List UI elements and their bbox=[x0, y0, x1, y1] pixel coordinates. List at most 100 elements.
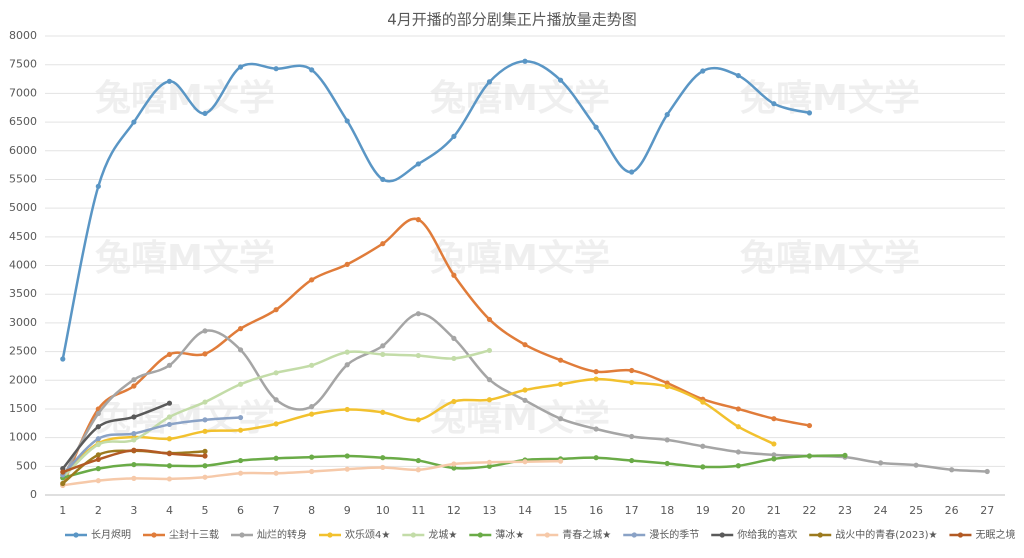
data-point bbox=[202, 448, 208, 454]
data-point bbox=[95, 424, 101, 430]
data-point bbox=[806, 110, 813, 116]
data-point bbox=[131, 119, 137, 125]
data-point bbox=[237, 347, 244, 353]
legend-label: 龙城★ bbox=[428, 528, 457, 541]
data-point bbox=[60, 469, 66, 475]
x-tick-label: 18 bbox=[660, 504, 674, 517]
y-tick-label: 3000 bbox=[9, 316, 37, 329]
data-point bbox=[380, 343, 386, 349]
data-point bbox=[700, 464, 706, 470]
x-tick-label: 5 bbox=[202, 504, 209, 517]
y-tick-label: 2000 bbox=[9, 373, 37, 386]
watermark: 兔嘻M文学 bbox=[95, 77, 275, 119]
data-point bbox=[629, 379, 635, 386]
data-point bbox=[451, 465, 457, 471]
data-point bbox=[95, 466, 101, 472]
legend-label: 青春之城★ bbox=[562, 528, 611, 541]
x-tick-label: 19 bbox=[696, 504, 710, 517]
data-point bbox=[166, 362, 173, 368]
y-tick-label: 4500 bbox=[9, 230, 37, 243]
data-point bbox=[735, 406, 741, 412]
data-point bbox=[344, 349, 350, 355]
data-point bbox=[60, 480, 66, 487]
data-point bbox=[593, 376, 599, 382]
x-tick-label: 21 bbox=[767, 504, 781, 517]
legend-marker bbox=[719, 532, 725, 538]
watermark: 兔嘻M文学 bbox=[95, 237, 275, 279]
y-tick-label: 500 bbox=[16, 459, 37, 472]
data-point bbox=[202, 428, 208, 434]
data-point bbox=[771, 416, 777, 422]
data-point bbox=[451, 335, 457, 341]
data-point bbox=[166, 414, 173, 420]
data-point bbox=[664, 383, 670, 390]
legend-label: 灿烂的转身 bbox=[257, 528, 307, 541]
data-point bbox=[202, 328, 208, 334]
data-point bbox=[415, 311, 421, 317]
data-point bbox=[664, 437, 670, 443]
data-point bbox=[522, 397, 528, 403]
x-tick-label: 12 bbox=[447, 504, 461, 517]
x-tick-label: 22 bbox=[802, 504, 816, 517]
data-point bbox=[949, 467, 955, 473]
series-line bbox=[61, 416, 241, 476]
legend-marker bbox=[327, 532, 333, 538]
data-point bbox=[700, 443, 706, 449]
data-point bbox=[557, 357, 564, 363]
y-tick-label: 6500 bbox=[9, 115, 37, 128]
data-point bbox=[735, 449, 741, 455]
data-point bbox=[557, 381, 564, 387]
y-tick-label: 2500 bbox=[9, 345, 37, 358]
y-tick-label: 0 bbox=[30, 488, 37, 501]
data-point bbox=[273, 470, 279, 476]
y-tick-label: 4000 bbox=[9, 259, 37, 272]
data-point bbox=[309, 411, 315, 417]
data-point bbox=[166, 351, 173, 358]
data-point bbox=[557, 416, 564, 422]
legend-label: 薄冰★ bbox=[495, 528, 524, 541]
x-tick-label: 4 bbox=[166, 504, 173, 517]
data-point bbox=[273, 421, 279, 427]
data-point bbox=[415, 217, 421, 223]
data-point bbox=[95, 452, 101, 458]
data-point bbox=[451, 272, 457, 278]
data-point bbox=[237, 414, 244, 421]
data-point bbox=[380, 176, 386, 183]
data-point bbox=[700, 68, 706, 74]
data-point bbox=[344, 466, 350, 472]
data-point bbox=[131, 437, 137, 443]
data-point bbox=[486, 397, 493, 403]
data-point bbox=[273, 397, 279, 403]
data-point bbox=[522, 342, 528, 348]
data-point bbox=[237, 381, 244, 387]
legend-marker bbox=[544, 532, 550, 538]
data-point bbox=[557, 458, 564, 464]
data-point bbox=[344, 453, 350, 459]
data-point bbox=[344, 261, 350, 267]
data-point bbox=[771, 452, 777, 458]
data-point bbox=[415, 417, 421, 423]
x-tick-label: 13 bbox=[482, 504, 496, 517]
data-point bbox=[451, 355, 457, 362]
x-tick-label: 26 bbox=[945, 504, 959, 517]
data-point bbox=[486, 459, 493, 465]
x-tick-label: 25 bbox=[909, 504, 923, 517]
legend-marker bbox=[817, 532, 823, 538]
data-point bbox=[486, 316, 493, 323]
watermark: 兔嘻M文学 bbox=[430, 77, 610, 119]
data-point bbox=[95, 441, 101, 448]
data-point bbox=[700, 399, 706, 405]
data-point bbox=[95, 183, 101, 189]
data-point bbox=[273, 307, 279, 313]
data-point bbox=[309, 277, 315, 283]
data-point bbox=[166, 463, 173, 469]
data-point bbox=[522, 387, 528, 393]
legend-label: 尘封十三载 bbox=[169, 528, 219, 541]
x-tick-label: 10 bbox=[376, 504, 390, 517]
x-tick-label: 9 bbox=[344, 504, 351, 517]
y-tick-label: 6000 bbox=[9, 144, 37, 157]
data-point bbox=[522, 459, 528, 465]
x-tick-label: 16 bbox=[589, 504, 603, 517]
data-point bbox=[486, 79, 493, 85]
